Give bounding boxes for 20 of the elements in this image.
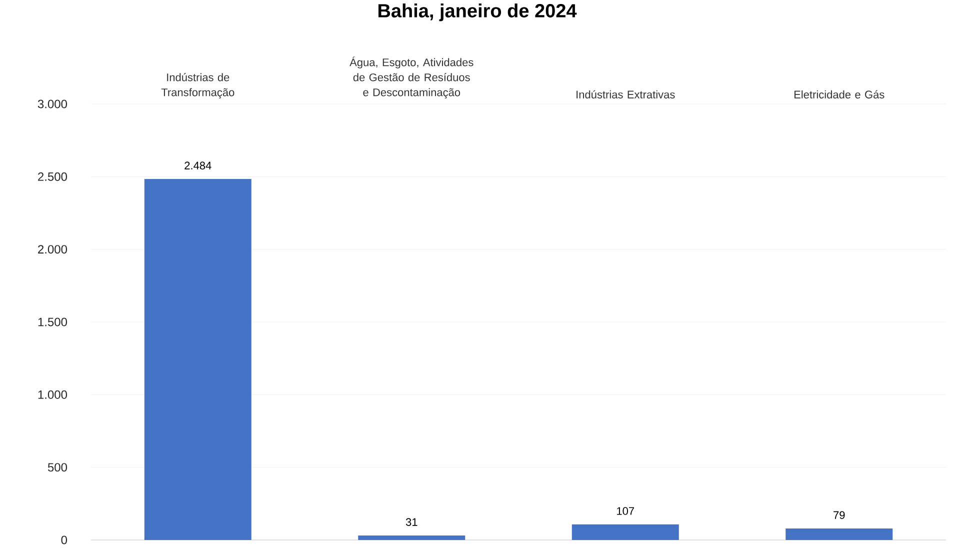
data-label: 2.484 [184, 162, 212, 170]
x-tick-label: Água, Esgoto, Atividades de Gestão de Resíduos e Descontaminação [350, 56, 474, 98]
x-tick-label: Indústrias Extrativas [576, 90, 675, 98]
y-tick-label: 2.500 [38, 172, 68, 181]
bar [144, 178, 252, 540]
y-tick-label: 0 [61, 536, 68, 544]
chart-title: Bahia, janeiro de 2024 [378, 4, 577, 22]
y-tick-label: 1.500 [38, 318, 68, 326]
x-tick-label: Indústrias de Transformação [161, 73, 234, 98]
data-label: 107 [617, 507, 634, 515]
bar [786, 528, 893, 540]
x-tick-label: Eletricidade e Gás [794, 90, 884, 98]
y-tick-label: 3.000 [38, 100, 68, 108]
y-tick-label: 2.000 [38, 245, 68, 254]
bar [572, 524, 679, 540]
y-tick-label: 1.000 [38, 390, 68, 399]
data-label: 31 [406, 518, 418, 526]
bar [358, 535, 466, 540]
y-tick-label: 500 [48, 463, 68, 472]
data-label: 79 [834, 511, 845, 519]
